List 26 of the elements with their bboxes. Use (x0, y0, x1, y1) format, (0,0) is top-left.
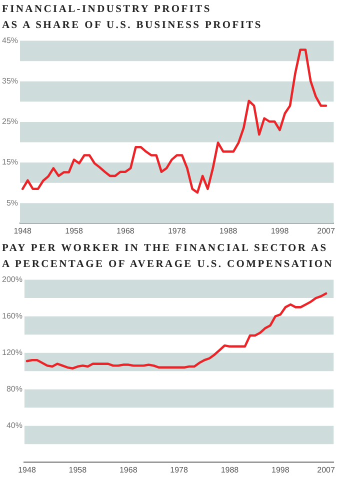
x-tick-label: 1958 (68, 465, 88, 474)
x-tick-label: 1958 (65, 226, 84, 236)
chart-title: FINANCIAL-INDUSTRY PROFITS AS A SHARE OF U.S. BUSINESS PROFITS (1, 3, 264, 33)
x-tick-label: 2007 (317, 226, 336, 236)
x-tick-label: 1988 (220, 465, 240, 474)
x-tick-label: 2007 (317, 465, 336, 474)
y-tick-label: 80% (6, 384, 22, 394)
x-tick-label: 1978 (168, 226, 186, 236)
x-tick-label: 1968 (116, 226, 135, 236)
y-tick-label: 15% (2, 158, 18, 167)
x-tick-label: 1948 (14, 226, 32, 236)
y-tick-label: 200% (2, 275, 22, 284)
x-tick-label: 1988 (219, 226, 238, 236)
x-tick-label: 1998 (272, 465, 290, 474)
x-tick-label: 1948 (18, 465, 36, 474)
y-tick-label: 40% (6, 421, 22, 430)
chart-title: PAY PER WORKER IN THE FINANCIAL SECTOR AS A PERCENTAGE OF AVERAGE U.S. COMPENSATION (1, 242, 335, 272)
y-tick-label: 5% (6, 198, 18, 208)
x-tick-label: 1998 (270, 226, 290, 236)
x-tick-label: 1978 (170, 465, 188, 474)
y-tick-label: 45% (2, 36, 18, 46)
y-tick-label: 160% (2, 312, 22, 321)
y-tick-label: 120% (2, 348, 22, 358)
y-tick-label: 35% (2, 76, 18, 86)
x-tick-label: 1968 (119, 465, 138, 474)
y-tick-label: 25% (2, 117, 18, 126)
